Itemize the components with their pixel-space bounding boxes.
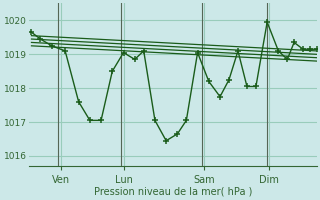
X-axis label: Pression niveau de la mer( hPa ): Pression niveau de la mer( hPa ) — [94, 187, 252, 197]
